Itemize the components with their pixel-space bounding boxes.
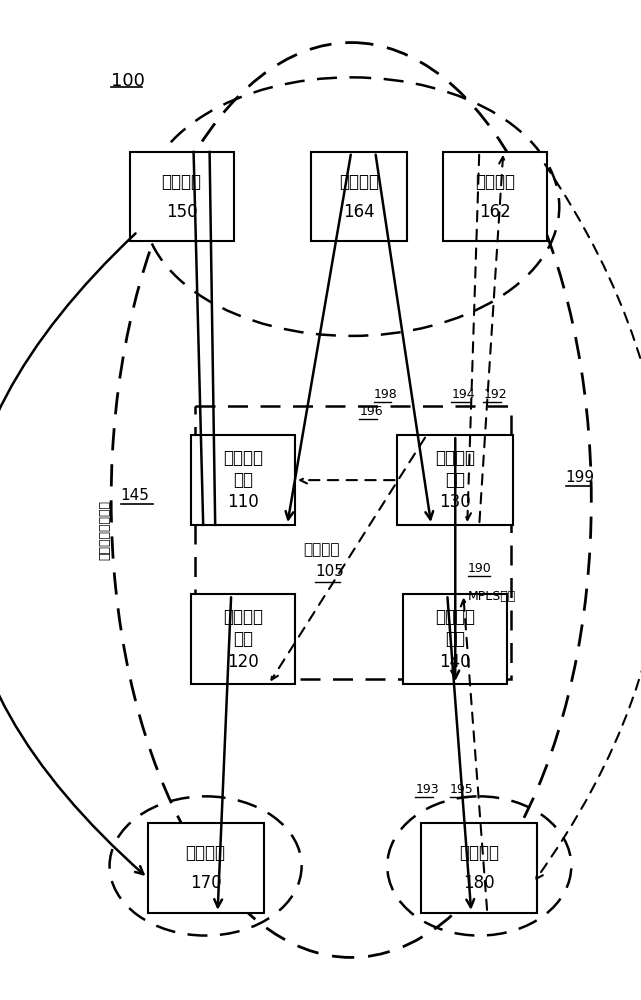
Text: 194: 194 bbox=[451, 388, 475, 401]
Text: （边缘设备网络）: （边缘设备网络） bbox=[98, 500, 112, 560]
Bar bbox=[191, 594, 296, 684]
Text: 140: 140 bbox=[440, 653, 471, 671]
Text: 192: 192 bbox=[483, 388, 507, 401]
Text: 边缘设备: 边缘设备 bbox=[339, 173, 379, 191]
Bar bbox=[196, 406, 512, 679]
Text: 164: 164 bbox=[344, 203, 375, 221]
Text: 边缘设备: 边缘设备 bbox=[475, 173, 515, 191]
Text: 145: 145 bbox=[121, 488, 149, 503]
Bar bbox=[191, 435, 296, 525]
Text: 130: 130 bbox=[439, 493, 471, 511]
Text: 198: 198 bbox=[374, 388, 397, 401]
Text: 190: 190 bbox=[468, 562, 492, 575]
Text: 170: 170 bbox=[190, 874, 221, 892]
Bar bbox=[444, 152, 547, 241]
Text: 边缘设备: 边缘设备 bbox=[186, 844, 226, 862]
Text: 设备: 设备 bbox=[233, 471, 253, 489]
Text: 199: 199 bbox=[566, 470, 595, 485]
Text: 162: 162 bbox=[479, 203, 511, 221]
Text: 120: 120 bbox=[228, 653, 259, 671]
Text: 100: 100 bbox=[111, 72, 145, 90]
Bar bbox=[129, 152, 233, 241]
Text: 设备: 设备 bbox=[445, 471, 465, 489]
Text: 110: 110 bbox=[228, 493, 259, 511]
Text: 设备: 设备 bbox=[233, 630, 253, 648]
Text: 设备: 设备 bbox=[445, 630, 465, 648]
Text: 交换结构: 交换结构 bbox=[223, 449, 263, 467]
Text: 196: 196 bbox=[359, 405, 383, 418]
Text: MPLS隧道: MPLS隧道 bbox=[468, 589, 516, 602]
Text: 交换结构: 交换结构 bbox=[303, 542, 340, 557]
Bar bbox=[397, 435, 513, 525]
Bar bbox=[147, 823, 263, 913]
Text: 交换结构: 交换结构 bbox=[223, 608, 263, 626]
Text: 180: 180 bbox=[463, 874, 495, 892]
Text: 195: 195 bbox=[449, 783, 474, 796]
Text: 边缘设备: 边缘设备 bbox=[459, 844, 499, 862]
Bar bbox=[403, 594, 507, 684]
Text: 边缘设备: 边缘设备 bbox=[162, 173, 201, 191]
Bar bbox=[421, 823, 537, 913]
Text: 交换结构: 交换结构 bbox=[435, 449, 475, 467]
Text: 105: 105 bbox=[315, 564, 344, 579]
Bar bbox=[312, 152, 407, 241]
Text: 150: 150 bbox=[166, 203, 197, 221]
Text: 193: 193 bbox=[415, 783, 439, 796]
Text: 交换结构: 交换结构 bbox=[435, 608, 475, 626]
